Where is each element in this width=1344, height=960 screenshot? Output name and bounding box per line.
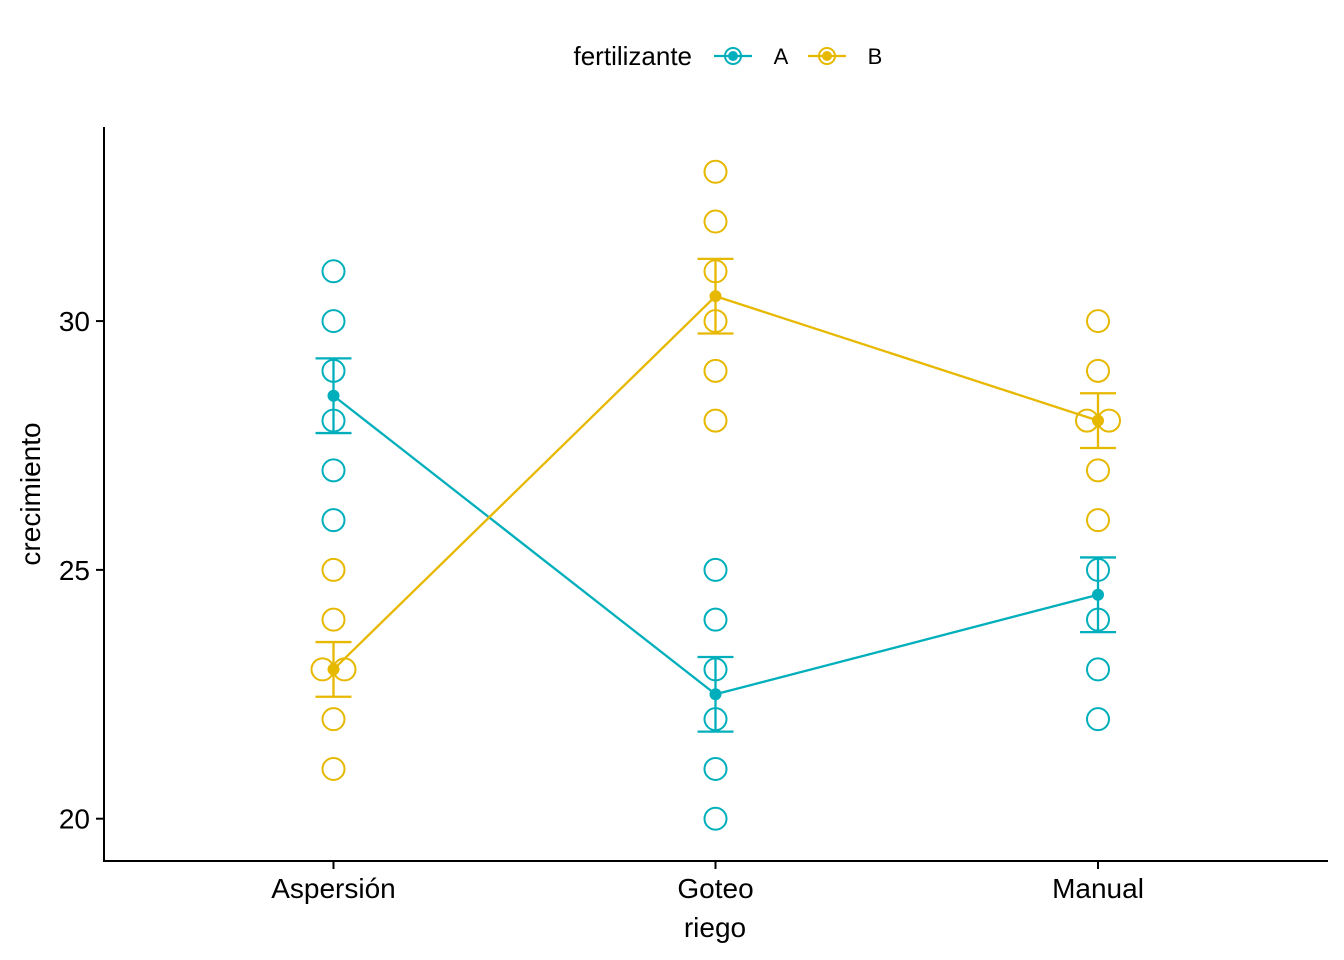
data-point-A	[321, 508, 346, 533]
y-tick-label: 20	[59, 804, 90, 835]
mean-point-B	[327, 663, 340, 676]
mean-point-A	[1092, 588, 1104, 601]
data-point-A	[321, 309, 346, 334]
error-bars	[315, 257, 1116, 733]
series-line-B	[332, 294, 1099, 671]
data-point-A	[703, 806, 728, 831]
data-point-A	[1086, 707, 1110, 732]
mean-lines	[332, 294, 1099, 696]
data-point-B	[1086, 309, 1110, 334]
data-point-B	[321, 557, 346, 582]
y-axis-ticks: 20 25 30	[59, 306, 104, 835]
series-line-A	[332, 394, 1099, 696]
mean-point-A	[709, 688, 722, 701]
x-axis-label: riego	[684, 912, 746, 943]
x-tick-label: Goteo	[677, 873, 753, 904]
legend: fertilizante A B	[574, 41, 883, 71]
data-point-A	[703, 607, 728, 632]
mean-point-B	[1092, 414, 1104, 427]
legend-key-dot	[822, 51, 832, 61]
data-point-B	[1086, 358, 1110, 383]
legend-item-B: B	[808, 44, 882, 69]
mean-points	[327, 290, 1104, 701]
x-axis-ticks: Aspersión Goteo Manual	[271, 861, 1144, 904]
mean-point-B	[709, 290, 722, 303]
data-point-B	[703, 159, 728, 184]
legend-label: B	[868, 44, 883, 69]
legend-title: fertilizante	[574, 41, 693, 71]
data-point-A	[1086, 657, 1110, 682]
data-point-A	[703, 557, 728, 582]
x-tick-label: Manual	[1052, 873, 1144, 904]
data-point-B	[703, 209, 728, 234]
data-point-A	[703, 756, 728, 781]
data-point-B	[321, 607, 346, 632]
y-tick-label: 25	[59, 555, 90, 586]
mean-point-A	[327, 389, 340, 402]
y-tick-label: 30	[59, 306, 90, 337]
y-axis-label: crecimiento	[15, 422, 46, 565]
data-point-A	[321, 259, 346, 284]
legend-key-dot	[728, 51, 738, 61]
data-point-B	[1086, 508, 1110, 533]
data-point-B	[321, 756, 346, 781]
data-point-A	[321, 458, 346, 483]
data-point-B	[703, 358, 728, 383]
legend-item-A: A	[714, 44, 789, 69]
legend-key-circle	[724, 47, 742, 65]
data-point-B	[1086, 458, 1110, 483]
data-point-B	[321, 707, 346, 732]
data-point-B	[703, 408, 728, 433]
x-tick-label: Aspersión	[271, 873, 396, 904]
legend-key-circle	[818, 47, 836, 65]
legend-label: A	[774, 44, 789, 69]
